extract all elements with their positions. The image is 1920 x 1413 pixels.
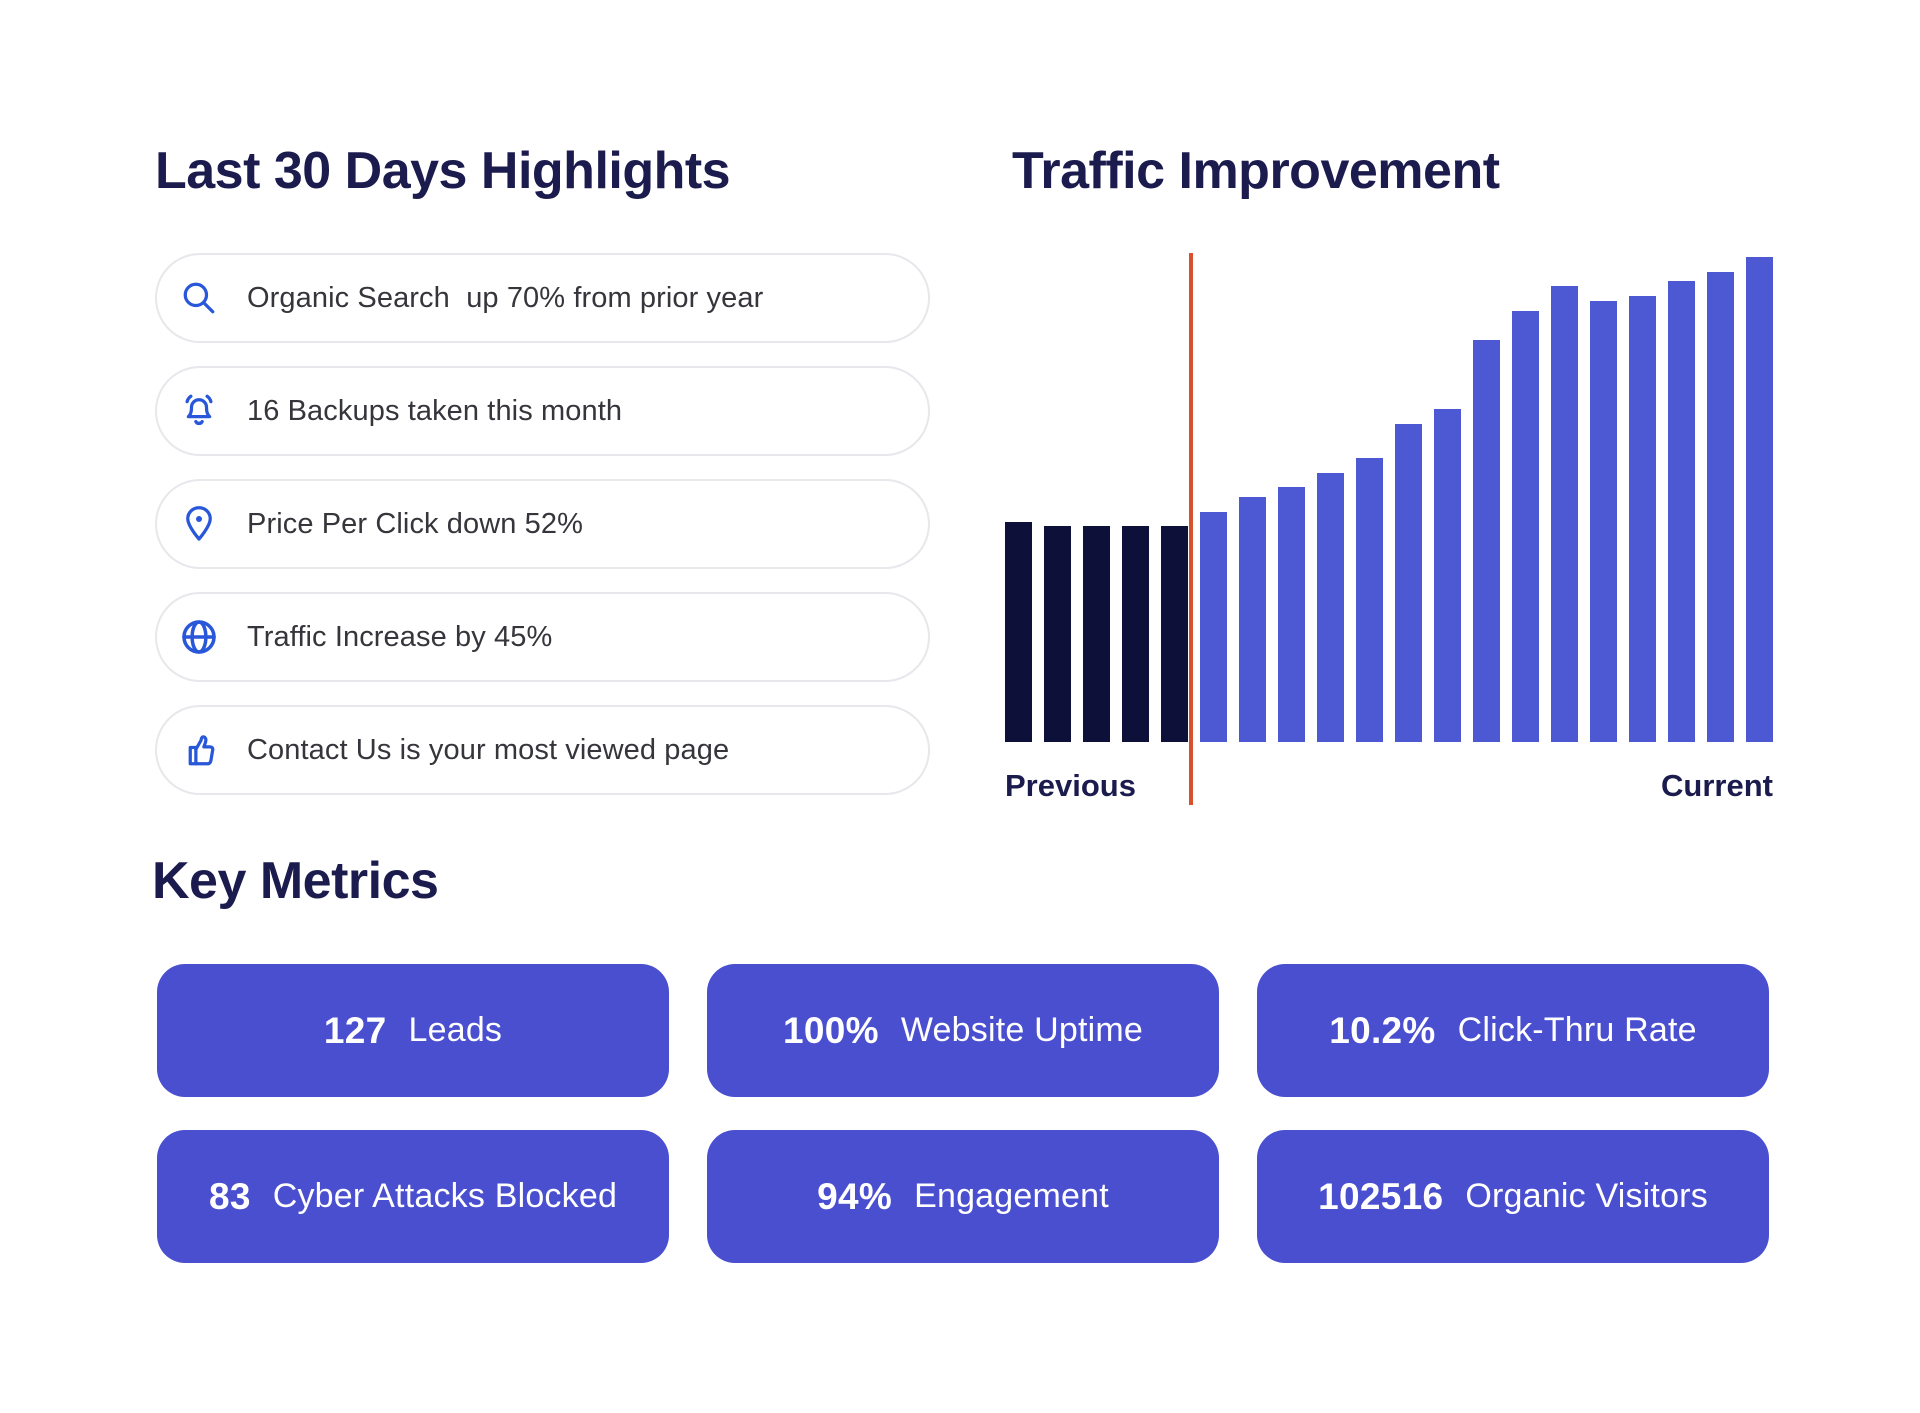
highlight-item-backups: 16 Backups taken this month bbox=[155, 366, 930, 456]
metrics-grid: 127 Leads 100% Website Uptime 10.2% Clic… bbox=[157, 964, 1769, 1263]
bar-current bbox=[1629, 296, 1656, 742]
metric-label: Click-Thru Rate bbox=[1457, 1011, 1697, 1049]
highlight-text: Contact Us is your most viewed page bbox=[247, 733, 730, 766]
chart-label-previous: Previous bbox=[1005, 768, 1136, 803]
chart-divider-line bbox=[1189, 253, 1193, 805]
bar-current bbox=[1239, 497, 1266, 742]
metric-value: 102516 bbox=[1318, 1175, 1444, 1217]
metric-tile-engagement: 94% Engagement bbox=[707, 1130, 1219, 1263]
metric-value: 83 bbox=[208, 1175, 251, 1217]
bar-current bbox=[1356, 457, 1383, 742]
highlight-text: Price Per Click down 52% bbox=[247, 507, 584, 540]
bar-current bbox=[1278, 487, 1305, 742]
metric-value: 100% bbox=[783, 1009, 879, 1051]
metric-tile-cyber-attacks-blocked: 83 Cyber Attacks Blocked bbox=[157, 1130, 669, 1263]
bar-previous bbox=[1122, 526, 1149, 742]
highlights-list: Organic Search up 70% from prior year 16… bbox=[155, 253, 930, 818]
metric-label: Organic Visitors bbox=[1465, 1177, 1708, 1215]
highlight-item-most-viewed-page: Contact Us is your most viewed page bbox=[155, 705, 930, 795]
bar-current bbox=[1590, 301, 1617, 742]
metric-tile-organic-visitors: 102516 Organic Visitors bbox=[1257, 1130, 1769, 1263]
bell-icon bbox=[179, 391, 219, 431]
highlight-text: 16 Backups taken this month bbox=[247, 394, 623, 427]
bar-current bbox=[1746, 256, 1773, 742]
highlight-text: Traffic Increase by 45% bbox=[247, 620, 553, 653]
metrics-title: Key Metrics bbox=[152, 852, 439, 910]
bar-current bbox=[1317, 472, 1344, 742]
bar-current bbox=[1668, 281, 1695, 742]
bar-current bbox=[1434, 408, 1461, 742]
metric-label: Website Uptime bbox=[900, 1011, 1143, 1049]
highlight-item-organic-search: Organic Search up 70% from prior year bbox=[155, 253, 930, 343]
metric-tile-website-uptime: 100% Website Uptime bbox=[707, 964, 1219, 1097]
metric-value: 94% bbox=[817, 1175, 893, 1217]
metric-label: Leads bbox=[408, 1011, 503, 1049]
bar-previous bbox=[1044, 526, 1071, 742]
highlight-item-traffic-increase: Traffic Increase by 45% bbox=[155, 592, 930, 682]
metric-label: Engagement bbox=[914, 1177, 1109, 1215]
bar-previous bbox=[1161, 526, 1188, 742]
traffic-title: Traffic Improvement bbox=[1012, 142, 1500, 200]
metric-value: 127 bbox=[323, 1009, 387, 1051]
highlight-item-price-per-click: Price Per Click down 52% bbox=[155, 479, 930, 569]
metric-value: 10.2% bbox=[1329, 1009, 1436, 1051]
chart-bars bbox=[1005, 252, 1773, 742]
globe-icon bbox=[179, 617, 219, 657]
bar-current bbox=[1473, 340, 1500, 742]
bar-current bbox=[1512, 310, 1539, 742]
metric-tile-click-thru-rate: 10.2% Click-Thru Rate bbox=[1257, 964, 1769, 1097]
bar-current bbox=[1200, 511, 1227, 742]
bar-previous bbox=[1083, 526, 1110, 742]
bar-current bbox=[1395, 423, 1422, 742]
bar-current bbox=[1551, 286, 1578, 742]
metric-tile-leads: 127 Leads bbox=[157, 964, 669, 1097]
highlights-title: Last 30 Days Highlights bbox=[155, 142, 731, 200]
location-pin-icon bbox=[179, 504, 219, 544]
search-icon bbox=[179, 278, 219, 318]
bar-current bbox=[1707, 271, 1734, 742]
bar-previous bbox=[1005, 521, 1032, 742]
thumbs-up-icon bbox=[179, 730, 219, 770]
highlight-text: Organic Search up 70% from prior year bbox=[247, 281, 764, 314]
metric-label: Cyber Attacks Blocked bbox=[272, 1177, 618, 1215]
chart-label-current: Current bbox=[1661, 768, 1773, 803]
